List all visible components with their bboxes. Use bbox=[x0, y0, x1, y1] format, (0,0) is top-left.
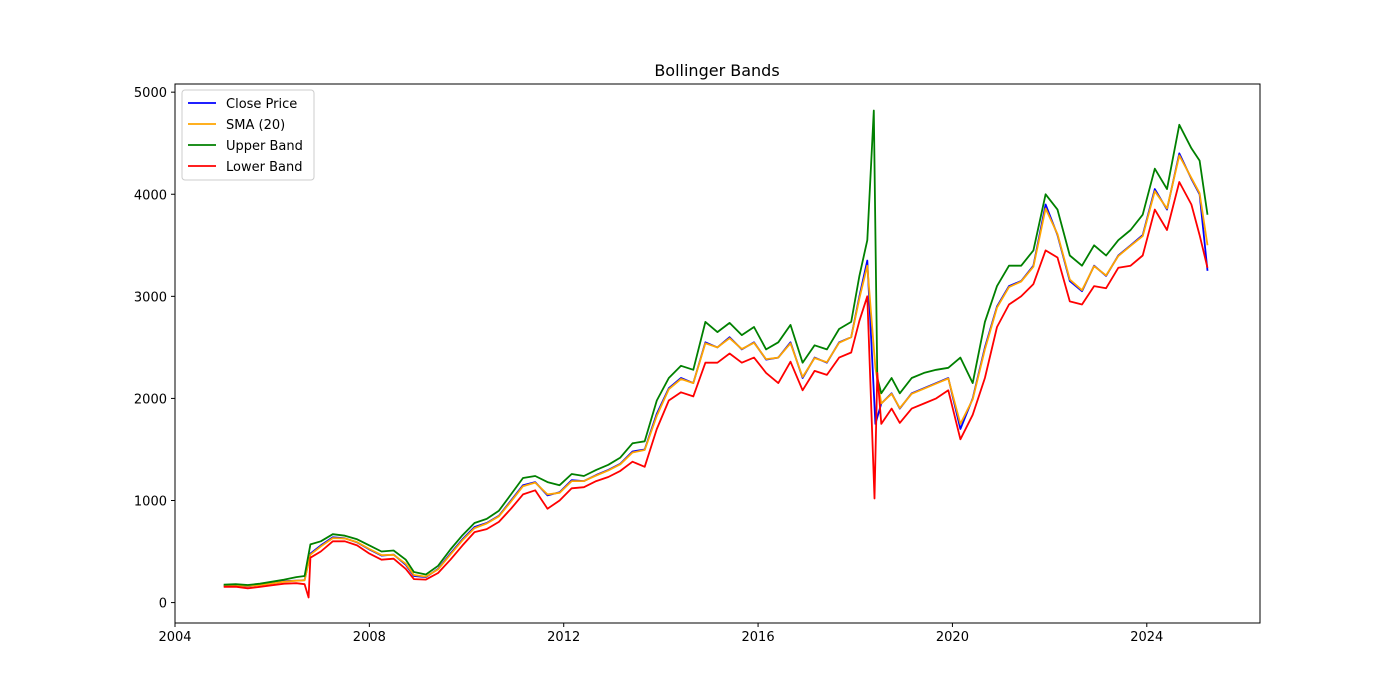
x-tick-label: 2016 bbox=[742, 630, 775, 645]
series-line-2 bbox=[223, 109, 1209, 586]
legend: Close Price SMA (20) Upper Band Lower Band bbox=[181, 89, 315, 181]
legend-label: Lower Band bbox=[226, 160, 302, 175]
x-tick-label: 2008 bbox=[353, 630, 386, 645]
x-tick-label: 2004 bbox=[158, 630, 191, 645]
x-tick-label: 2012 bbox=[547, 630, 580, 645]
legend-label: SMA (20) bbox=[226, 118, 285, 133]
series-line-1 bbox=[223, 154, 1209, 587]
series-line-3 bbox=[223, 181, 1209, 599]
y-axis: 0 1000 2000 3000 4000 5000 bbox=[134, 86, 175, 612]
plot-lines bbox=[223, 109, 1209, 599]
plot-area-frame bbox=[174, 83, 1261, 624]
x-tick-label: 2024 bbox=[1130, 630, 1163, 645]
y-tick-label: 1000 bbox=[134, 495, 167, 510]
x-tick-label: 2020 bbox=[936, 630, 969, 645]
legend-label: Upper Band bbox=[226, 139, 303, 154]
y-tick-label: 0 bbox=[159, 597, 167, 612]
y-tick-label: 2000 bbox=[134, 392, 167, 407]
x-axis: 2004 2008 2012 2016 2020 2024 bbox=[158, 623, 1163, 645]
y-tick-label: 5000 bbox=[134, 86, 167, 101]
legend-label: Close Price bbox=[226, 97, 297, 112]
y-tick-label: 3000 bbox=[134, 290, 167, 305]
legend-box bbox=[181, 89, 315, 181]
chart-title: Bollinger Bands bbox=[654, 61, 779, 80]
y-tick-label: 4000 bbox=[134, 188, 167, 203]
